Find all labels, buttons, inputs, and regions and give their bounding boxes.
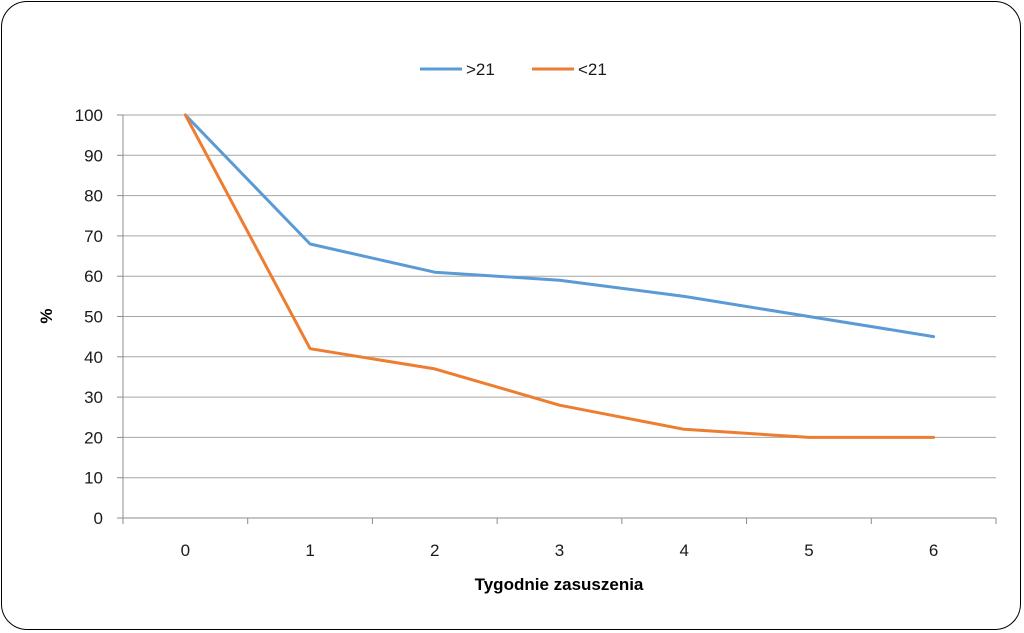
legend-label: <21 <box>578 60 607 79</box>
y-tick-labels: 0 10 20 30 40 50 60 70 80 90 100 <box>75 106 103 528</box>
y-tick-label: 0 <box>94 509 103 528</box>
legend: >21 <21 <box>420 60 607 79</box>
y-tick-label: 20 <box>84 428 103 447</box>
y-axis-title: % <box>37 308 56 323</box>
y-tick-label: 10 <box>84 469 103 488</box>
axes <box>117 114 997 524</box>
series-line <box>183 113 936 439</box>
x-tick-labels: 0 1 2 3 4 5 6 <box>181 541 939 560</box>
series-line <box>183 113 936 339</box>
legend-label: >21 <box>466 60 495 79</box>
y-tick-label: 70 <box>84 227 103 246</box>
y-tick-label: 30 <box>84 388 103 407</box>
y-tick-label: 100 <box>75 106 103 125</box>
x-tick-label: 5 <box>804 541 813 560</box>
gridlines <box>123 114 996 479</box>
y-tick-label: 80 <box>84 187 103 206</box>
x-tick-label: 4 <box>679 541 688 560</box>
x-tick-label: 3 <box>555 541 564 560</box>
x-axis-title: Tygodnie zasuszenia <box>475 575 644 594</box>
x-tick-label: 0 <box>181 541 190 560</box>
x-tick-label: 1 <box>305 541 314 560</box>
y-tick-label: 40 <box>84 348 103 367</box>
y-tick-label: 90 <box>84 146 103 165</box>
y-tick-label: 60 <box>84 267 103 286</box>
x-tick-label: 6 <box>929 541 938 560</box>
y-tick-label: 50 <box>84 308 103 327</box>
x-tick-label: 2 <box>430 541 439 560</box>
series-lines <box>183 113 936 439</box>
